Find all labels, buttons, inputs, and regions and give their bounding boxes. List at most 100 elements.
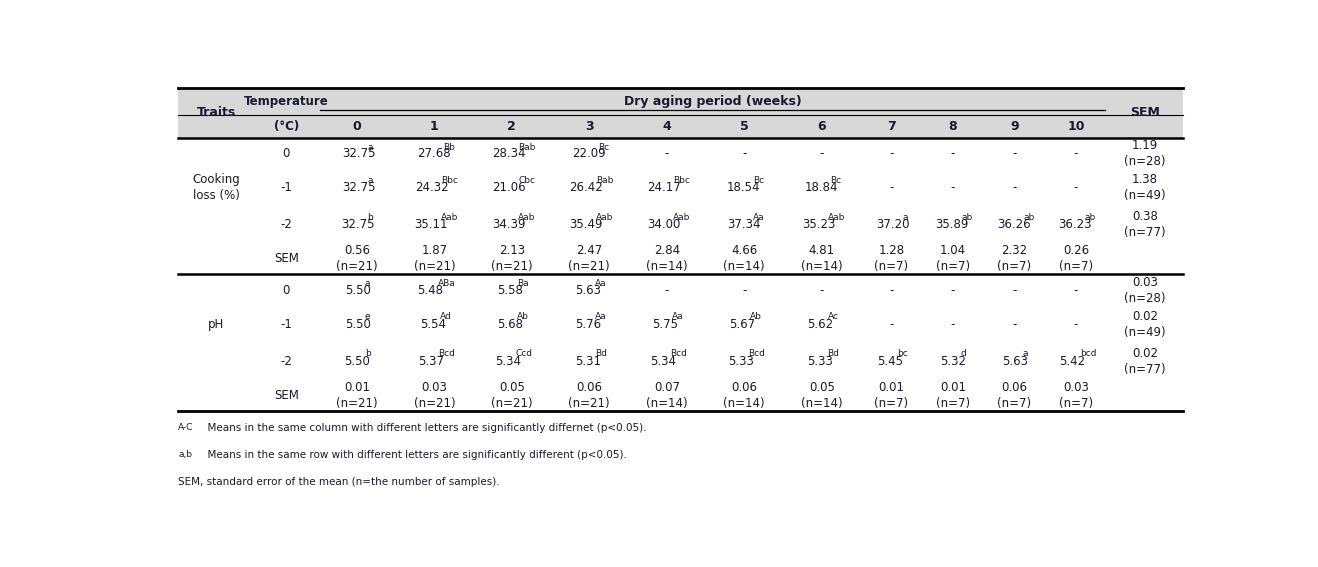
Text: Ccd: Ccd — [515, 349, 532, 358]
Text: 1.04
(n=7): 1.04 (n=7) — [936, 244, 970, 273]
Text: 5.48: 5.48 — [418, 284, 443, 297]
Text: 5.50: 5.50 — [345, 318, 370, 331]
Text: Bc: Bc — [598, 143, 609, 152]
Text: a: a — [1023, 349, 1028, 358]
Text: 0.05
(n=14): 0.05 (n=14) — [801, 380, 842, 409]
Text: Bbc: Bbc — [440, 176, 457, 185]
Text: ab: ab — [1085, 213, 1095, 222]
Text: 0.01
(n=21): 0.01 (n=21) — [336, 380, 378, 409]
Text: 32.75: 32.75 — [341, 147, 376, 160]
Text: bcd: bcd — [1079, 349, 1097, 358]
Text: SEM, standard error of the mean (n=the number of samples).: SEM, standard error of the mean (n=the n… — [178, 477, 500, 487]
Text: 32.75: 32.75 — [341, 218, 376, 231]
Text: 18.84: 18.84 — [804, 181, 838, 194]
Text: 24.32: 24.32 — [415, 181, 448, 194]
Text: 5.75: 5.75 — [652, 318, 679, 331]
Text: -: - — [1074, 318, 1078, 331]
Text: Aab: Aab — [440, 213, 457, 222]
Text: Ab: Ab — [517, 312, 529, 321]
Text: Aa: Aa — [594, 280, 606, 289]
Text: 0.26
(n=7): 0.26 (n=7) — [1058, 244, 1093, 273]
Text: a: a — [902, 213, 908, 222]
Text: SEM: SEM — [1130, 107, 1160, 120]
Text: Means in the same row with different letters are significantly different (p<0.05: Means in the same row with different let… — [200, 450, 626, 460]
Text: 5.62: 5.62 — [808, 318, 833, 331]
Text: 0.56
(n=21): 0.56 (n=21) — [336, 244, 378, 273]
Text: 37.20: 37.20 — [876, 218, 909, 231]
Text: 0: 0 — [352, 120, 361, 133]
Text: 3: 3 — [585, 120, 593, 133]
Text: 36.26: 36.26 — [996, 218, 1031, 231]
Text: 0.05
(n=21): 0.05 (n=21) — [492, 380, 532, 409]
Text: 32.75: 32.75 — [341, 181, 376, 194]
Text: -: - — [1012, 284, 1016, 297]
Text: 5.67: 5.67 — [730, 318, 755, 331]
Text: Aa: Aa — [753, 213, 764, 222]
Text: 9: 9 — [1010, 120, 1019, 133]
Text: Bc: Bc — [753, 176, 764, 185]
Text: 5.37: 5.37 — [418, 354, 444, 367]
Text: Ac: Ac — [828, 312, 838, 321]
Text: 2.84
(n=14): 2.84 (n=14) — [646, 244, 688, 273]
Text: a: a — [365, 280, 370, 289]
Text: Aab: Aab — [518, 213, 535, 222]
Text: 27.68: 27.68 — [416, 147, 451, 160]
Text: -: - — [890, 147, 894, 160]
Text: 28.34: 28.34 — [492, 147, 526, 160]
Text: Ad: Ad — [440, 312, 452, 321]
Text: pH: pH — [208, 318, 224, 331]
Text: 0.06
(n=14): 0.06 (n=14) — [724, 380, 764, 409]
Text: 4: 4 — [663, 120, 671, 133]
Text: (°C): (°C) — [274, 120, 299, 133]
Text: ABa: ABa — [438, 280, 455, 289]
Text: Temperature: Temperature — [244, 95, 328, 108]
Bar — [178, 88, 1184, 115]
Text: 1.87
(n=21): 1.87 (n=21) — [414, 244, 455, 273]
Text: 24.17: 24.17 — [647, 181, 681, 194]
Text: b: b — [365, 349, 370, 358]
Text: 5: 5 — [739, 120, 749, 133]
Text: 22.09: 22.09 — [572, 147, 605, 160]
Text: -: - — [890, 284, 894, 297]
Text: 5.63: 5.63 — [575, 284, 601, 297]
Text: 0: 0 — [282, 147, 290, 160]
Text: 7: 7 — [887, 120, 896, 133]
Text: 4.81
(n=14): 4.81 (n=14) — [801, 244, 842, 273]
Text: 0.06
(n=21): 0.06 (n=21) — [568, 380, 610, 409]
Text: 0.06
(n=7): 0.06 (n=7) — [998, 380, 1032, 409]
Text: 21.06: 21.06 — [492, 181, 526, 194]
Text: 35.49: 35.49 — [569, 218, 604, 231]
Text: ab: ab — [961, 213, 973, 222]
Text: Traits: Traits — [196, 107, 236, 120]
Text: Bcd: Bcd — [747, 349, 764, 358]
Text: Bc: Bc — [830, 176, 841, 185]
Text: Means in the same column with different letters are significantly differnet (p<0: Means in the same column with different … — [200, 423, 646, 433]
Bar — [178, 115, 1184, 138]
Text: -: - — [664, 284, 670, 297]
Text: -: - — [950, 147, 956, 160]
Text: 36.23: 36.23 — [1058, 218, 1093, 231]
Text: 0.02
(n=77): 0.02 (n=77) — [1124, 346, 1165, 375]
Text: Cooking
loss (%): Cooking loss (%) — [192, 174, 240, 202]
Text: -: - — [950, 284, 956, 297]
Text: Bcd: Bcd — [671, 349, 687, 358]
Text: Bab: Bab — [518, 143, 535, 152]
Text: 0.38
(n=77): 0.38 (n=77) — [1124, 210, 1165, 239]
Text: Aab: Aab — [828, 213, 845, 222]
Text: 5.33: 5.33 — [728, 354, 754, 367]
Text: 8: 8 — [949, 120, 957, 133]
Text: 5.32: 5.32 — [941, 354, 966, 367]
Text: 34.39: 34.39 — [492, 218, 526, 231]
Text: 5.33: 5.33 — [807, 354, 833, 367]
Text: 1: 1 — [430, 120, 439, 133]
Text: -: - — [664, 147, 670, 160]
Text: 5.45: 5.45 — [876, 354, 903, 367]
Text: Aab: Aab — [673, 213, 691, 222]
Text: -: - — [890, 181, 894, 194]
Text: 2.32
(n=7): 2.32 (n=7) — [998, 244, 1032, 273]
Text: Ba: Ba — [518, 280, 529, 289]
Text: 4.66
(n=14): 4.66 (n=14) — [724, 244, 764, 273]
Text: 2.47
(n=21): 2.47 (n=21) — [568, 244, 610, 273]
Text: 26.42: 26.42 — [569, 181, 604, 194]
Text: 0.07
(n=14): 0.07 (n=14) — [646, 380, 688, 409]
